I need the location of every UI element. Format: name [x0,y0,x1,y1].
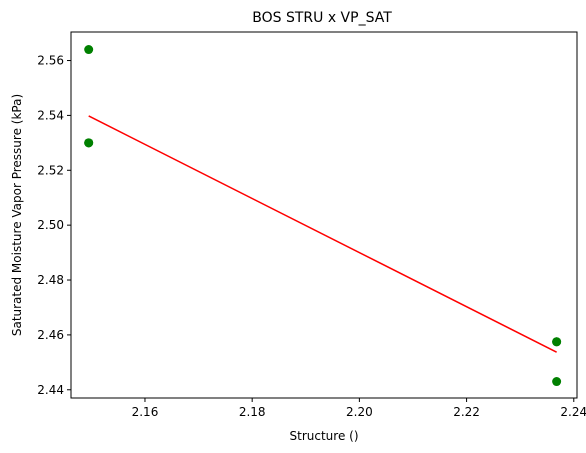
x-tick-label: 2.18 [239,405,266,419]
plot-area [84,45,562,387]
y-axis-label: Saturated Moisture Vapor Pressure (kPa) [10,94,24,336]
plot-frame [70,31,578,399]
x-tick-label: 2.16 [132,405,159,419]
x-axis-label: Structure () [290,429,359,443]
trend-line [88,115,557,353]
y-tick-label: 2.44 [37,383,64,397]
data-point [552,377,562,387]
y-tick-label: 2.52 [37,163,64,177]
data-point [84,45,94,55]
x-axis: 2.16 2.18 2.20 2.22 2.24 [132,398,586,419]
x-tick-label: 2.20 [346,405,373,419]
y-tick-label: 2.56 [37,54,64,68]
y-tick-label: 2.48 [37,273,64,287]
y-axis: 2.44 2.46 2.48 2.50 2.52 2.54 2.56 [37,54,71,397]
y-tick-label: 2.54 [37,108,64,122]
data-point [552,337,562,347]
data-point [84,138,94,148]
y-tick-label: 2.50 [37,218,64,232]
x-tick-label: 2.24 [560,405,586,419]
chart-title: BOS STRU x VP_SAT [252,10,392,26]
x-tick-label: 2.22 [453,405,480,419]
y-tick-label: 2.46 [37,328,64,342]
